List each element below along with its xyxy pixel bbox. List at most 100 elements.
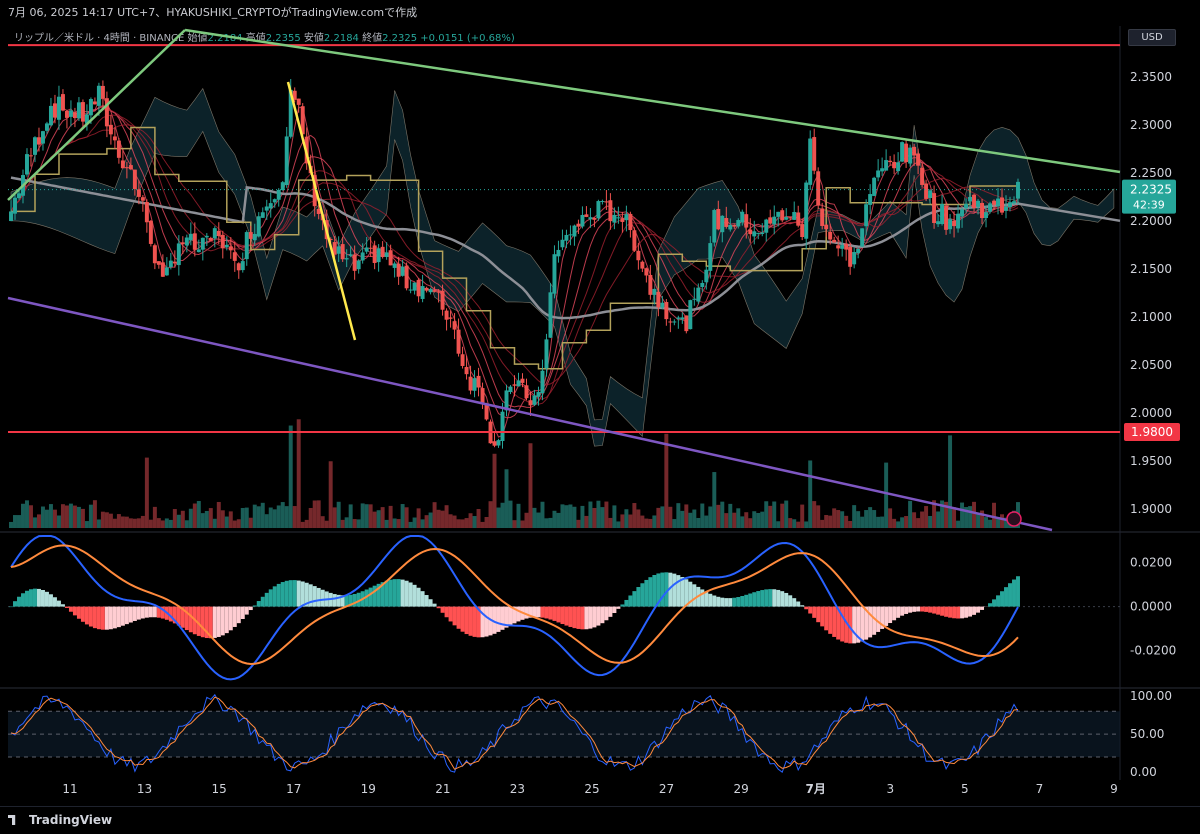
macd-histogram-bar	[369, 588, 373, 607]
volume-bar	[265, 514, 269, 528]
volume-bar	[157, 518, 161, 528]
price-axis-tick-label: 2.2000	[1130, 214, 1172, 228]
macd-histogram-bar	[533, 607, 537, 618]
macd-histogram-bar	[61, 604, 65, 606]
candle-body	[237, 263, 241, 270]
candle-body	[261, 212, 265, 218]
volume-bar	[145, 458, 149, 528]
volume-bar	[988, 520, 992, 528]
volume-bar	[572, 507, 576, 528]
macd-histogram-bar	[221, 607, 225, 636]
volume-bar	[780, 504, 784, 528]
currency-button[interactable]: USD	[1128, 29, 1176, 46]
candle-body	[944, 206, 948, 230]
candle-body	[69, 110, 73, 116]
candle-body	[816, 171, 820, 205]
volume-bar	[109, 514, 113, 528]
volume-bar	[740, 516, 744, 528]
volume-bar	[509, 501, 513, 528]
level-price-label: 1.9800	[1131, 425, 1173, 439]
macd-histogram-bar	[948, 607, 952, 618]
macd-histogram-bar	[644, 580, 648, 607]
volume-bar	[241, 508, 245, 528]
time-axis-tick-label: 25	[584, 782, 599, 796]
volume-bar	[433, 502, 437, 528]
caption-text: 7月 06, 2025 14:17 UTC+7、HYAKUSHIKI_CRYPT…	[8, 6, 417, 19]
macd-histogram-bar	[720, 598, 724, 607]
macd-histogram-bar	[293, 580, 297, 606]
macd-histogram-bar	[736, 597, 740, 607]
candle-body	[441, 291, 445, 310]
volume-bar	[481, 522, 485, 528]
volume-bar	[521, 520, 525, 528]
candle-body	[996, 199, 1000, 207]
macd-histogram-bar	[333, 594, 337, 607]
volume-bar	[473, 516, 477, 528]
macd-histogram-bar	[265, 593, 269, 607]
price-axis-tick-label: 2.3000	[1130, 118, 1172, 132]
time-axis-tick-label: 17	[286, 782, 301, 796]
volume-bar	[437, 510, 441, 528]
candle-body	[297, 99, 301, 105]
volume-bar	[153, 507, 157, 528]
candle-body	[576, 224, 580, 227]
volume-bar	[852, 505, 856, 528]
candle-body	[445, 311, 449, 320]
candle-body	[33, 137, 37, 155]
candle-body	[209, 238, 213, 241]
candle-body	[485, 404, 489, 420]
candle-body	[864, 204, 868, 226]
macd-histogram-bar	[580, 607, 584, 630]
macd-histogram-bar	[796, 601, 800, 606]
chart-canvas[interactable]: 2.35002.30002.25002.20002.15002.10002.05…	[0, 26, 1200, 806]
volume-bar	[916, 518, 920, 528]
macd-axis-tick-label: -0.0200	[1130, 644, 1176, 658]
volume-bar	[724, 513, 728, 528]
volume-bar	[57, 516, 61, 528]
volume-bar	[469, 513, 473, 528]
macd-histogram-bar	[273, 586, 277, 606]
volume-bar	[584, 516, 588, 528]
volume-bar	[908, 501, 912, 528]
volume-bar	[568, 504, 572, 528]
macd-histogram-bar	[229, 607, 233, 631]
volume-bar	[612, 505, 616, 528]
volume-bar	[293, 506, 297, 528]
volume-bar	[129, 518, 133, 528]
volume-bar	[564, 505, 568, 528]
candle-body	[129, 165, 133, 169]
candle-body	[680, 317, 684, 319]
volume-bar	[624, 509, 628, 528]
candle-body	[820, 208, 824, 226]
macd-histogram-bar	[704, 592, 708, 607]
candle-body	[449, 317, 453, 318]
candle-body	[648, 275, 652, 295]
candle-body	[568, 234, 572, 235]
volume-bar	[652, 515, 656, 528]
volume-bar	[97, 519, 101, 528]
candle-body	[377, 248, 381, 262]
macd-histogram-bar	[145, 607, 149, 618]
macd-histogram-bar	[784, 593, 788, 607]
macd-histogram-bar	[912, 607, 916, 612]
candle-body	[760, 232, 764, 234]
macd-histogram-bar	[780, 591, 784, 606]
macd-histogram-bar	[932, 607, 936, 614]
candle-body	[928, 190, 932, 198]
macd-histogram-bar	[433, 604, 437, 607]
price-axis-tick-label: 2.1000	[1130, 310, 1172, 324]
candle-body	[716, 209, 720, 229]
candle-body	[93, 101, 97, 104]
candle-body	[281, 182, 285, 190]
volume-bar	[772, 502, 776, 528]
volume-bar	[425, 515, 429, 528]
volume-bar	[676, 503, 680, 528]
volume-bar	[928, 516, 932, 528]
macd-histogram-bar	[824, 607, 828, 631]
volume-bars	[9, 419, 1020, 528]
macd-histogram-bar	[904, 607, 908, 614]
volume-bar	[984, 517, 988, 528]
macd-histogram-bar	[153, 607, 157, 618]
volume-bar	[632, 503, 636, 528]
volume-bar	[417, 508, 421, 528]
